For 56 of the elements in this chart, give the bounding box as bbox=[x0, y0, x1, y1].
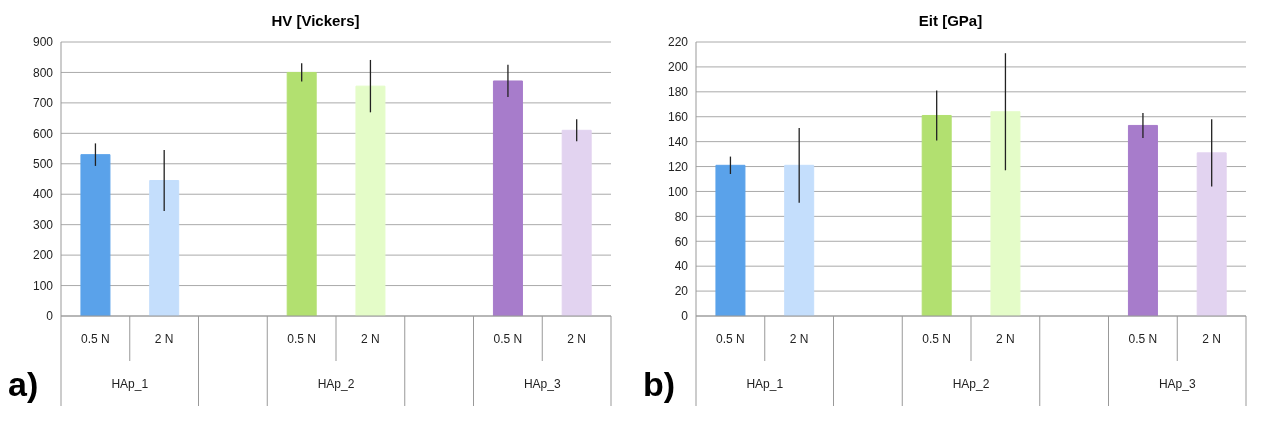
y-tick-label: 80 bbox=[674, 209, 689, 224]
text: HAp_1 bbox=[746, 377, 784, 391]
x-tick-label: 2 N bbox=[996, 332, 1015, 346]
chart-title: Eit [GPa] bbox=[917, 11, 984, 31]
bar bbox=[286, 71, 317, 316]
y-tick-label: 40 bbox=[674, 259, 689, 274]
bar bbox=[80, 154, 111, 316]
bar bbox=[149, 180, 180, 316]
y-tick-label: 140 bbox=[667, 134, 689, 149]
y-tick-label: 0 bbox=[681, 309, 689, 324]
bar bbox=[492, 80, 523, 316]
x-tick-label: 2 N bbox=[154, 332, 174, 346]
x-tick-label: 0.5 N bbox=[922, 332, 951, 346]
text: HAp_3 bbox=[1158, 377, 1196, 391]
y-tick-label: 100 bbox=[667, 184, 689, 199]
text: a) bbox=[8, 365, 39, 404]
y-tick-label: 180 bbox=[667, 85, 689, 100]
text: HAp_3 bbox=[523, 377, 561, 391]
x-tick-label: 0.5 N bbox=[81, 332, 110, 346]
bar bbox=[784, 164, 815, 316]
y-tick-label: 600 bbox=[32, 126, 54, 141]
y-tick-label: 400 bbox=[32, 187, 54, 202]
y-tick-label: 700 bbox=[32, 96, 54, 111]
y-tick-label: 60 bbox=[674, 234, 689, 249]
x-tick-label: 0.5 N bbox=[716, 332, 745, 346]
text: HAp_2 bbox=[317, 377, 355, 391]
y-tick-label: 200 bbox=[32, 248, 54, 263]
y-tick-label: 500 bbox=[32, 157, 54, 172]
y-tick-label: 900 bbox=[32, 35, 54, 50]
y-tick-label: 160 bbox=[667, 109, 689, 124]
x-tick-label: 2 N bbox=[789, 332, 809, 346]
text: b) bbox=[643, 365, 676, 404]
x-tick-label: 0.5 N bbox=[1128, 332, 1158, 346]
y-tick-label: 300 bbox=[32, 217, 54, 232]
y-tick-label: 220 bbox=[667, 35, 689, 50]
y-tick-label: 200 bbox=[667, 60, 689, 75]
bar bbox=[990, 111, 1021, 316]
y-tick-label: 800 bbox=[32, 65, 54, 80]
bar bbox=[715, 164, 746, 316]
x-tick-label: 2 N bbox=[567, 332, 586, 346]
text: HAp_1 bbox=[111, 377, 149, 391]
bar bbox=[355, 85, 386, 316]
bar bbox=[561, 129, 592, 316]
y-tick-label: 100 bbox=[32, 278, 54, 293]
y-tick-label: 0 bbox=[46, 309, 54, 324]
bar bbox=[1127, 124, 1158, 316]
y-tick-label: 120 bbox=[667, 159, 689, 174]
text: HAp_2 bbox=[952, 377, 990, 391]
x-tick-label: 0.5 N bbox=[287, 332, 316, 346]
x-tick-label: 2 N bbox=[1202, 332, 1221, 346]
x-tick-label: 0.5 N bbox=[493, 332, 523, 346]
bar bbox=[1196, 152, 1227, 316]
y-tick-label: 20 bbox=[674, 284, 689, 299]
x-tick-label: 2 N bbox=[361, 332, 380, 346]
chart-title: HV [Vickers] bbox=[270, 11, 361, 31]
bar bbox=[921, 114, 952, 316]
